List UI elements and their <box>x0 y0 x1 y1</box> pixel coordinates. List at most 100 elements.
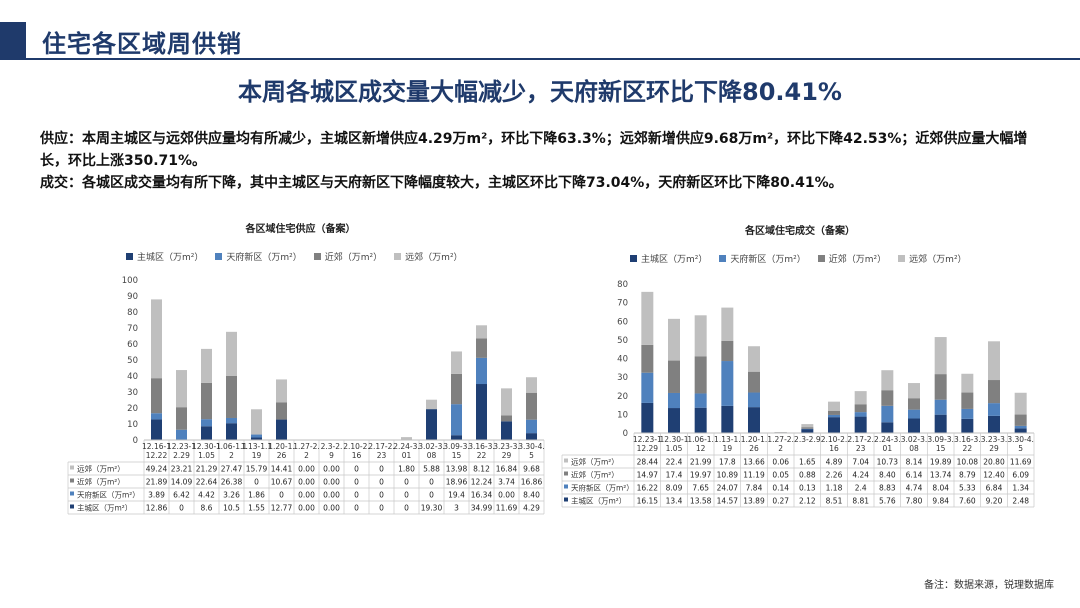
data-label: 0.06 <box>772 458 789 467</box>
bar-segment <box>801 424 814 428</box>
y-tick-label: 90 <box>127 292 138 302</box>
data-label: 19.97 <box>690 471 712 480</box>
legend-item: 近郊（万m²） <box>313 250 382 263</box>
data-label: 21.99 <box>690 458 712 467</box>
supply-chart: 各区域住宅供应（备案） 主城区（万m²） 天府新区（万m²） 近郊（万m²） 远… <box>62 220 545 520</box>
data-label: 8.6 <box>201 504 213 513</box>
data-label: 7.04 <box>852 458 869 467</box>
data-label: 6.84 <box>986 484 1003 493</box>
data-label: 0.14 <box>772 484 789 493</box>
bar-segment <box>748 346 760 372</box>
deal-chart-svg: 0102030405060708012.23-112.2912.30-11.05… <box>561 280 1035 508</box>
data-label: 10.5 <box>223 504 240 513</box>
data-label: 2.26 <box>826 471 843 480</box>
bar-segment <box>451 404 462 436</box>
bar-segment <box>668 392 680 409</box>
legend-swatch <box>898 255 906 262</box>
data-label: 10.73 <box>877 458 899 467</box>
data-label: 0 <box>404 491 409 500</box>
data-label: 8.04 <box>932 484 949 493</box>
x-tick-label: 1.27-2. <box>293 442 320 451</box>
bar-segment <box>426 399 437 410</box>
bar-segment <box>934 414 947 433</box>
table-legend-key <box>70 465 74 470</box>
bar-segment <box>526 433 537 440</box>
bar-segment <box>226 375 237 418</box>
bar-segment <box>854 404 867 413</box>
data-label: 12.40 <box>983 471 1005 480</box>
data-label: 6.09 <box>1012 471 1029 480</box>
data-label: 6.42 <box>173 491 190 500</box>
bar-segment <box>694 315 707 357</box>
data-label: 0.00 <box>298 465 315 474</box>
bar-segment <box>801 428 814 430</box>
bar-segment <box>748 392 760 408</box>
bar-segment <box>476 338 487 358</box>
bar-segment <box>251 434 262 438</box>
headline: 本周各城区成交量大幅减少，天府新区环比下降80.41% <box>238 78 842 106</box>
x-tick-label: 23 <box>856 444 866 453</box>
bar-segment <box>828 417 840 433</box>
x-tick-label: 1.13-1.1 <box>241 442 273 451</box>
y-tick-label: 40 <box>617 355 628 365</box>
x-tick-label: 12 <box>696 444 706 453</box>
bar-segment <box>176 407 187 430</box>
data-label: 16.86 <box>521 478 543 487</box>
x-tick-label: 1.05 <box>666 444 683 453</box>
data-label: 8.51 <box>826 497 843 506</box>
data-label: 17.8 <box>719 458 736 467</box>
bar-segment <box>721 361 734 406</box>
x-tick-label: 15 <box>452 451 462 460</box>
bar-segment <box>151 299 162 379</box>
data-label: 4.89 <box>826 458 843 467</box>
legend-swatch <box>313 253 321 260</box>
table-legend-key <box>70 491 74 496</box>
x-tick-label: 01 <box>883 444 893 453</box>
bar-segment <box>828 414 840 418</box>
data-label: 0 <box>354 491 359 500</box>
deal-summary: 成交：各城区成交量均有所下降，其中主城区与天府新区下降幅度较大，主城区环比下降7… <box>40 175 843 191</box>
data-label: 4.74 <box>906 484 923 493</box>
bar-segment <box>151 378 162 414</box>
bar-segment <box>721 405 734 433</box>
data-label: 7.60 <box>959 497 976 506</box>
x-tick-label: 12.16-1 <box>142 442 171 451</box>
data-label: 0.00 <box>298 504 315 513</box>
bar-segment <box>1014 425 1027 429</box>
legend-swatch <box>817 255 825 262</box>
bar-segment <box>151 413 162 420</box>
legend-label: 天府新区（万m²） <box>730 255 806 265</box>
data-label: 24.07 <box>717 484 739 493</box>
bar-segment <box>426 409 437 440</box>
data-label: 1.18 <box>826 484 843 493</box>
footnote: 备注：数据来源，锐理数据库 <box>924 580 1054 591</box>
bar-segment <box>668 318 680 361</box>
data-label: 0.00 <box>323 465 340 474</box>
bar-segment <box>934 374 947 400</box>
bar-segment <box>908 398 920 410</box>
x-tick-label: 1.27-2. <box>767 435 794 444</box>
data-label: 20.80 <box>983 458 1005 467</box>
data-label: 21.89 <box>146 478 168 487</box>
x-tick-label: 2.10-2. <box>821 435 848 444</box>
bar-segment <box>251 437 262 440</box>
bar-segment <box>201 348 212 383</box>
data-label: 0 <box>254 478 259 487</box>
x-tick-label: 15 <box>936 444 946 453</box>
data-label: 0 <box>354 504 359 513</box>
bar-segment <box>276 379 287 403</box>
bar-segment <box>961 392 974 409</box>
table-row-label: 主城区（万m²） <box>571 496 626 506</box>
legend-swatch <box>719 255 727 262</box>
x-tick-label: 08 <box>909 444 919 453</box>
x-tick-label: 3.09-3. <box>927 435 954 444</box>
bar-segment <box>961 373 974 393</box>
bar-segment <box>961 408 974 419</box>
x-tick-label: 16 <box>352 451 362 460</box>
legend-label: 主城区（万m²） <box>641 255 708 265</box>
data-label: 0.00 <box>298 478 315 487</box>
x-tick-label: 5 <box>529 451 534 460</box>
y-tick-label: 70 <box>617 299 628 309</box>
bar-segment <box>526 419 537 434</box>
bar-segment <box>854 391 867 405</box>
